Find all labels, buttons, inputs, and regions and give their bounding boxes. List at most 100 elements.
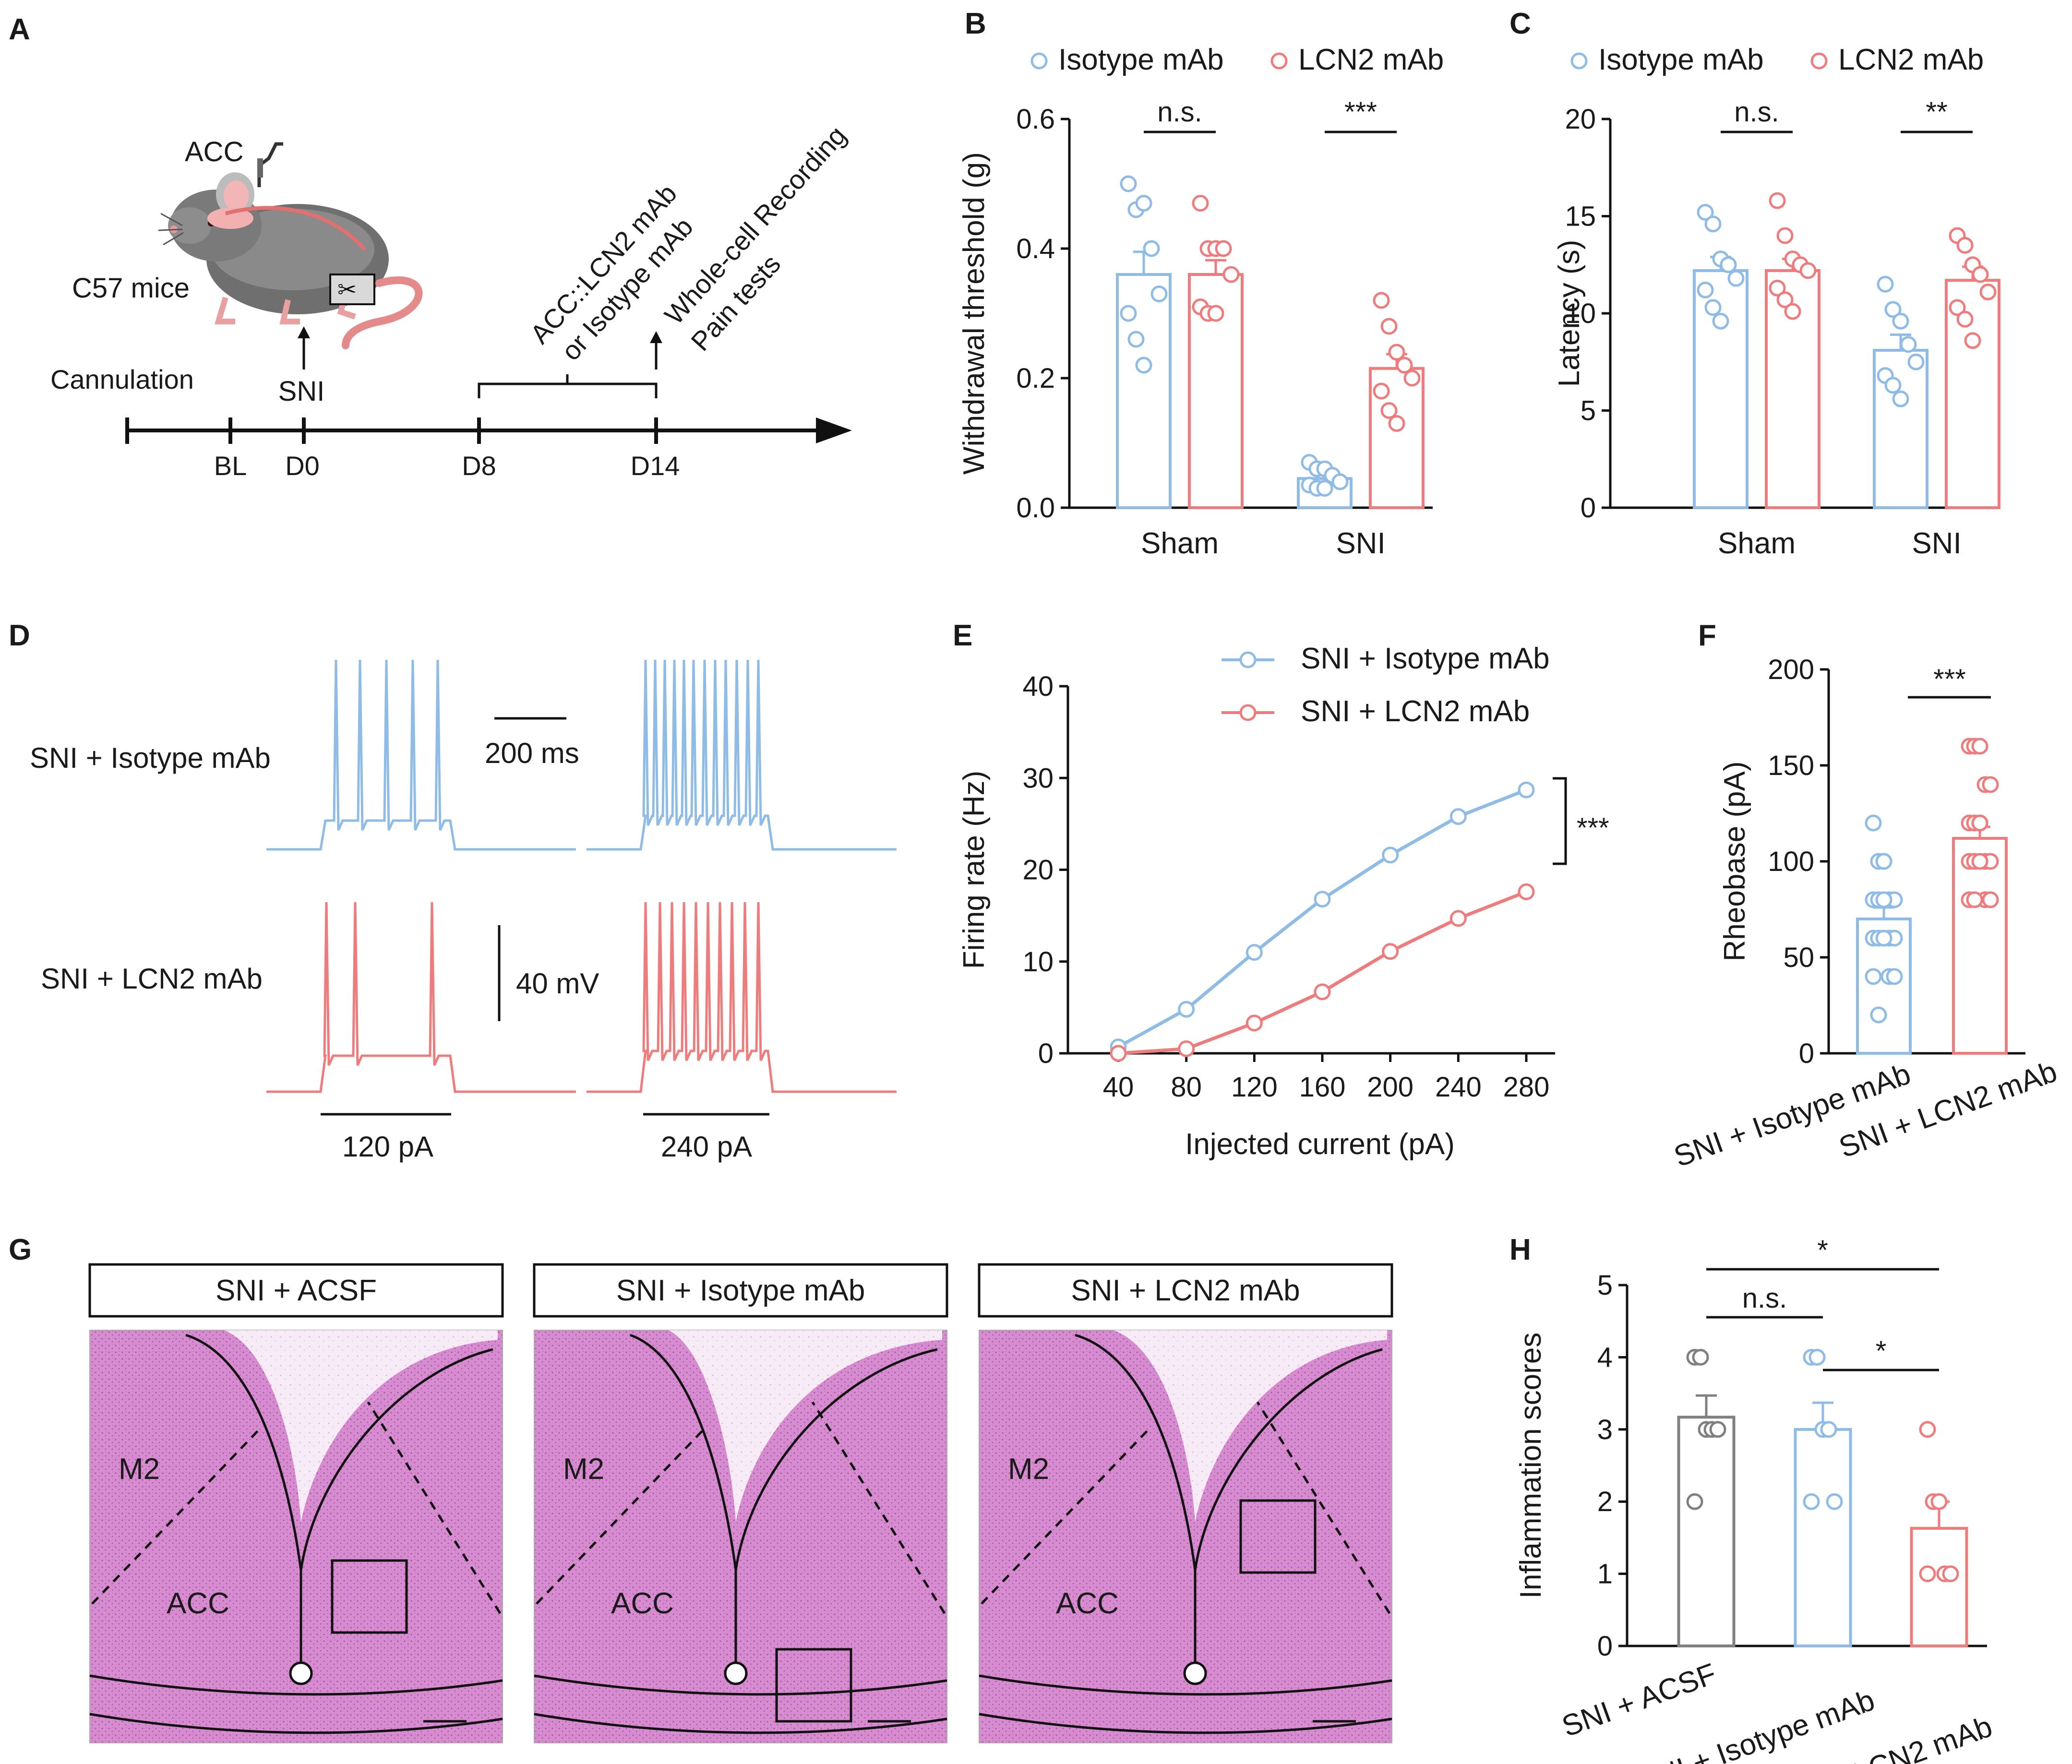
data-point [1727,270,1745,287]
series-point [1314,891,1331,908]
y-tick-label: 5 [1581,395,1596,427]
data-point [1966,891,1983,908]
data-point [1982,891,1999,908]
data-point [1120,175,1137,192]
significance-bracket [1553,777,1567,865]
legend-marker [1270,52,1288,70]
data-point [1865,814,1882,832]
data-point [1388,344,1405,361]
significance-label: *** [1344,96,1377,128]
histology-cleft [1114,1330,1387,1522]
y-tick-label: 0 [1038,1038,1054,1069]
voltage-trace [587,659,897,851]
data-point [1956,310,1974,328]
voltage-trace [266,659,576,851]
bar [1677,1416,1736,1647]
electrophysiology-traces [266,659,897,1093]
timeline-arrowhead [816,417,852,443]
y-axis-title: Withdrawal threshold (g) [958,152,991,475]
legend-marker [1570,52,1588,70]
data-point [1215,240,1232,257]
data-point [1686,1493,1703,1510]
significance-label: * [1876,1335,1887,1367]
panel-letter-f: F [1698,619,1716,652]
bar [1794,1428,1852,1648]
y-tick-label: 30 [1022,763,1054,794]
cannulation-label: Cannulation [50,364,194,394]
y-tick-label: 0 [1581,492,1596,524]
data-point [1900,336,1917,353]
y-tick-label: 10 [1565,298,1596,329]
legend-marker [1030,52,1048,70]
panel-e: E 0 10 20 30 40 40 80 120 160 200 240 280 SNI + Isot… [953,619,1609,1161]
y-tick-label: 0 [1597,1631,1613,1662]
data-point [1971,853,1988,870]
data-point [1403,369,1421,387]
y-tick-label: 200 [1768,654,1814,685]
y-tick-label: 0.0 [1016,492,1055,524]
dashed-boundary-right [367,1401,502,1614]
voltage-trace [266,902,576,1093]
region-boundary [1194,1348,1383,1571]
histology-panels: SNI + ACSF M2 ACC SNI + Isotype mAb M2 ACC SNI… [88,1263,1393,1743]
series-point [1449,910,1467,927]
y-tick-label: 0 [1799,1038,1814,1069]
brain-region-label: ACC [185,136,243,167]
data-point [1784,303,1801,320]
timepoint-bl: BL [214,451,247,481]
data-point [1820,1421,1837,1438]
series-point [1246,944,1263,961]
y-axis-title: Latency (s) [1553,240,1586,387]
data-point [1373,382,1390,400]
panel-d: D SNI + Isotype mAb SNI + LCN2 mAb 200 m… [9,619,897,1163]
roi-box [331,1559,408,1634]
legend-marker [1810,52,1828,70]
data-point [1971,814,1988,832]
data-point [1380,318,1398,335]
panel-letter-e: E [953,619,972,652]
region-boundary [299,1348,493,1571]
data-point [1884,377,1902,394]
series-point [1314,983,1331,1001]
y-tick-label: 150 [1768,750,1814,781]
panel-letter-h: H [1509,1233,1531,1266]
region-label-acc: ACC [611,1587,674,1620]
timepoint-d8: D8 [462,451,496,481]
data-point [1120,305,1137,322]
significance-label: *** [1577,812,1609,844]
x-tick-label: 120 [1231,1072,1278,1103]
data-point [1799,262,1817,279]
data-point [1135,357,1152,374]
legend-label: SNI + Isotype mAb [1301,642,1550,675]
y-tick-label: 40 [1022,671,1054,702]
sni-label: SNI [278,376,325,407]
data-point [1865,968,1882,985]
y-tick-label: 5 [1597,1270,1613,1301]
data-point [1964,332,1981,349]
significance-label: ** [1926,96,1947,128]
significance-label: *** [1933,664,1966,695]
roi-box [775,1648,852,1723]
y-axis-title: Inflammation scores [1514,1333,1547,1599]
legend-label: SNI + LCN2 mAb [1301,695,1530,728]
data-point [1380,402,1398,419]
data-point [1877,275,1894,293]
x-tick-label: 160 [1299,1072,1346,1103]
region-boundary [734,1348,938,1571]
histology-title: SNI + ACSF [216,1274,377,1307]
data-point [1150,286,1168,302]
data-point [1720,256,1737,274]
data-point [1809,1348,1826,1366]
step-label-240: 240 pA [661,1131,752,1163]
data-point [1870,1006,1887,1024]
voltage-trace [587,902,897,1093]
data-point [1971,738,1988,755]
data-point [1919,1421,1936,1438]
corpus-callosum-bottom [89,1713,503,1734]
region-boundary [185,1334,302,1571]
x-tick-label: 280 [1503,1072,1550,1103]
data-point [1884,301,1902,318]
